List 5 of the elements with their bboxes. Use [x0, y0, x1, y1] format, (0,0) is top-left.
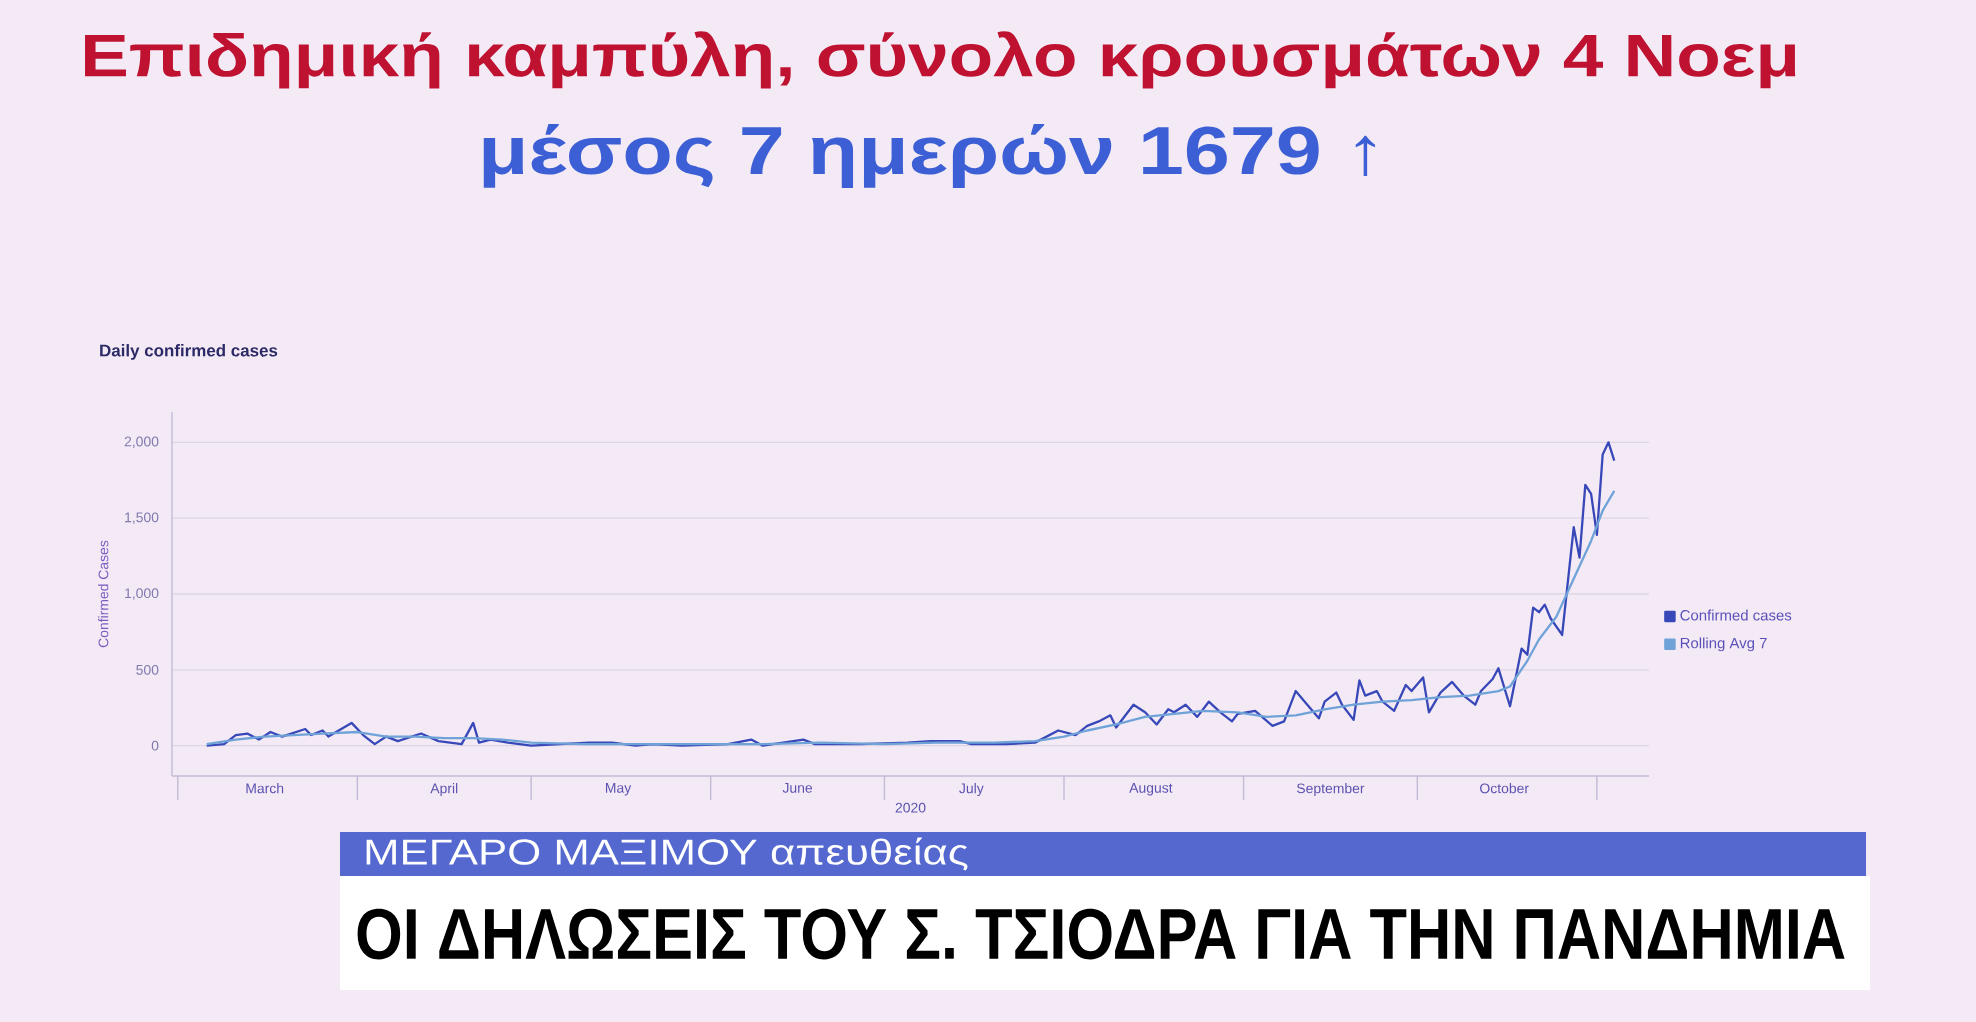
text: ΟΙ ΔΗΛΩΣΕΙΣ ΤΟΥ Σ. ΤΣΙΟΔΡΑ ΓΙΑ ΤΗΝ ΠΑΝΔΗΜΙΑ [357, 908, 1845, 960]
chart-title: Επιδημική καμπύλη, σύνολο κρουσμάτων 4 Νοεμ [85, 31, 1796, 89]
text: Daily confirmed cases [100, 344, 278, 360]
chart-subtitle: μέσος 7 ημερών 1679 ↑ [483, 124, 1376, 188]
text: ΜΕΓΑΡΟ ΜΑΞΙΜΟΥ απευθείας [366, 837, 968, 871]
